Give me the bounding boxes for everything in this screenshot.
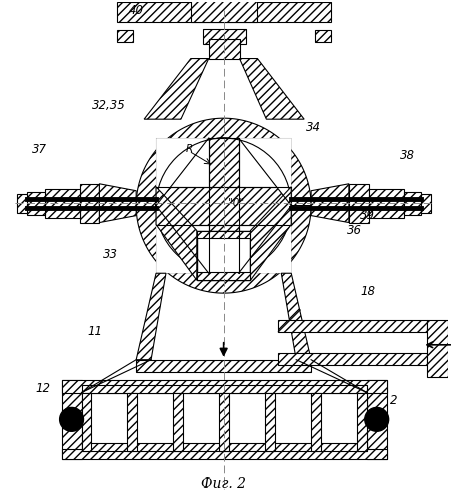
- Polygon shape: [239, 58, 304, 119]
- Bar: [156, 187, 291, 224]
- Polygon shape: [45, 189, 79, 218]
- Polygon shape: [349, 184, 369, 222]
- Text: R: R: [186, 144, 193, 154]
- Polygon shape: [369, 189, 404, 218]
- Polygon shape: [156, 187, 197, 280]
- Bar: [197, 230, 250, 280]
- Bar: [311, 392, 321, 451]
- Text: 33: 33: [103, 248, 118, 262]
- Text: 39: 39: [360, 208, 375, 222]
- Text: 11: 11: [87, 325, 102, 338]
- Bar: [117, 30, 133, 42]
- Text: Фиг. 2: Фиг. 2: [201, 477, 246, 491]
- Bar: [82, 392, 92, 451]
- Text: "0": "0": [228, 198, 244, 207]
- Text: 38: 38: [400, 149, 414, 162]
- Circle shape: [365, 408, 389, 432]
- Bar: [265, 392, 275, 451]
- Polygon shape: [421, 194, 431, 212]
- Bar: [209, 38, 239, 58]
- Text: 12: 12: [36, 382, 51, 394]
- Polygon shape: [311, 184, 349, 222]
- Bar: [62, 449, 387, 459]
- Text: 34: 34: [306, 121, 321, 134]
- Polygon shape: [239, 138, 291, 205]
- Bar: [173, 392, 183, 451]
- Polygon shape: [27, 192, 45, 214]
- Bar: [197, 230, 250, 238]
- Polygon shape: [428, 320, 448, 376]
- Bar: [278, 320, 428, 332]
- Circle shape: [60, 408, 83, 432]
- Bar: [191, 0, 258, 22]
- Bar: [117, 2, 331, 22]
- Bar: [127, 392, 138, 451]
- Text: 36: 36: [347, 224, 362, 237]
- Polygon shape: [99, 184, 136, 222]
- Polygon shape: [281, 273, 311, 360]
- Polygon shape: [239, 206, 291, 273]
- Bar: [62, 380, 82, 459]
- Bar: [278, 353, 428, 364]
- Bar: [82, 443, 367, 451]
- Bar: [203, 28, 245, 44]
- Text: 40: 40: [129, 4, 144, 17]
- Text: 37: 37: [32, 143, 47, 156]
- Polygon shape: [156, 138, 209, 205]
- Circle shape: [156, 138, 291, 273]
- Bar: [357, 392, 367, 451]
- Bar: [82, 384, 367, 392]
- Polygon shape: [136, 273, 166, 360]
- Polygon shape: [144, 58, 209, 119]
- Bar: [197, 272, 250, 280]
- Polygon shape: [136, 118, 311, 293]
- Bar: [315, 30, 331, 42]
- Text: 18: 18: [361, 285, 376, 298]
- Text: 2: 2: [390, 394, 397, 407]
- Text: 32,35: 32,35: [92, 99, 126, 112]
- Polygon shape: [17, 194, 27, 212]
- Bar: [219, 392, 229, 451]
- Polygon shape: [79, 184, 99, 222]
- Bar: [367, 380, 387, 459]
- Bar: [136, 360, 311, 372]
- Polygon shape: [250, 187, 291, 280]
- Polygon shape: [404, 192, 421, 214]
- Bar: [62, 380, 387, 392]
- Bar: [209, 138, 239, 273]
- Polygon shape: [156, 206, 209, 273]
